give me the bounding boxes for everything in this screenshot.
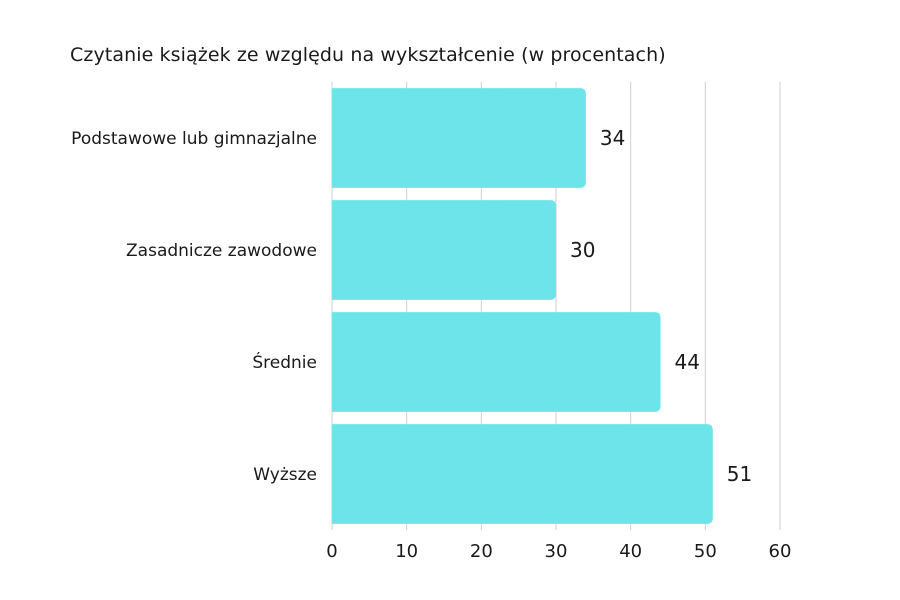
- x-tick-label: 60: [769, 541, 792, 562]
- category-label: Podstawowe lub gimnazjalne: [71, 129, 317, 149]
- bar: [332, 424, 713, 524]
- bar: [332, 312, 661, 412]
- x-tick-label: 10: [395, 541, 418, 562]
- x-tick-label: 20: [470, 541, 493, 562]
- bar: [332, 88, 586, 188]
- x-tick-label: 50: [694, 541, 717, 562]
- data-label: 30: [570, 238, 595, 262]
- chart-title: Czytanie książek ze względu na wykształc…: [70, 44, 666, 66]
- data-label: 44: [675, 350, 700, 374]
- x-tick-label: 0: [326, 541, 337, 562]
- data-label: 34: [600, 126, 625, 150]
- category-label: Zasadnicze zawodowe: [126, 241, 317, 261]
- category-label: Wyższe: [253, 465, 317, 485]
- bar: [332, 200, 556, 300]
- category-label: Średnie: [252, 351, 317, 373]
- x-tick-label: 30: [545, 541, 568, 562]
- x-tick-label: 40: [619, 541, 642, 562]
- data-label: 51: [727, 462, 752, 486]
